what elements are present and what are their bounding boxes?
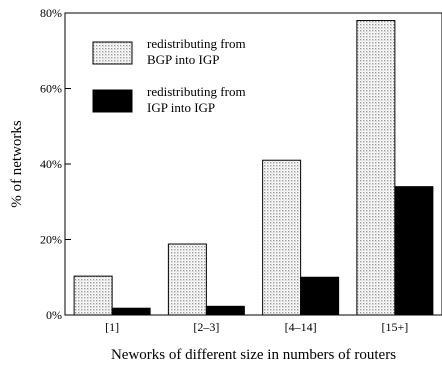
bar-bgp-into-igp-3 [356,20,396,316]
bars-group [73,20,434,316]
bar-bgp-into-igp-1 [167,243,207,316]
bar-igp-into-igp-3 [394,186,434,316]
y-tick-label: 60% [40,82,62,96]
y-axis-ticks: 0% 20% 40% 60% 80% [40,6,71,322]
legend-label: redistributing from [147,84,246,99]
bar-igp-into-igp-1 [205,305,245,316]
y-tick-label: 40% [40,157,62,171]
x-tick-label: [2–3] [193,320,219,334]
x-tick-label: [15+] [381,320,408,334]
legend-label: BGP into IGP [147,52,219,67]
x-axis-label: Neworks of different size in numbers of … [111,347,396,363]
y-axis-label: % of networks [9,120,25,208]
y-tick-label: 80% [40,6,62,20]
bar-bgp-into-igp-0 [73,275,113,316]
plot-frame [64,12,442,316]
legend-swatch [92,41,133,65]
legend-label: IGP into IGP [147,100,215,115]
x-tick-label: [1] [105,320,119,334]
x-tick-label: [4–14] [285,320,317,334]
x-axis-ticks: [1] [2–3] [4–14] [15+] [105,320,408,334]
bar-bgp-into-igp-2 [262,159,302,316]
bar-igp-into-igp-2 [300,276,340,316]
y-tick-label: 0% [46,308,62,322]
legend-swatch [92,89,133,113]
legend-label: redistributing from [147,36,246,51]
bar-igp-into-igp-0 [111,307,151,316]
y-tick-label: 20% [40,233,62,247]
